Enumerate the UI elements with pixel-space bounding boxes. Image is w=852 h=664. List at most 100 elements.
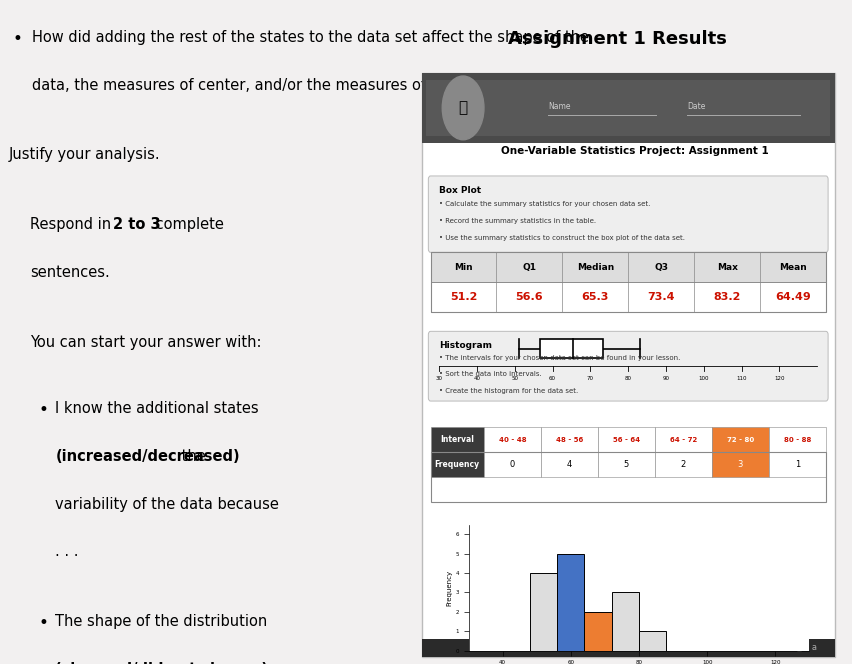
Text: 51.2: 51.2	[450, 292, 477, 302]
Text: 🖩: 🖩	[458, 100, 468, 116]
Text: How did adding the rest of the states to the data set affect the shape of the: How did adding the rest of the states to…	[32, 30, 589, 45]
Text: • Sort the data into intervals.: • Sort the data into intervals.	[440, 371, 542, 377]
Bar	[584, 612, 612, 651]
Text: . . .: . . .	[55, 544, 79, 560]
FancyBboxPatch shape	[655, 452, 712, 477]
Text: Box Plot: Box Plot	[440, 186, 481, 195]
Text: You can start your answer with:: You can start your answer with:	[30, 335, 262, 350]
FancyBboxPatch shape	[422, 73, 835, 657]
Text: 72 - 80: 72 - 80	[727, 437, 754, 443]
Text: 5: 5	[624, 460, 629, 469]
Text: Interval: Interval	[440, 435, 475, 444]
Text: Justify your analysis.: Justify your analysis.	[9, 147, 160, 163]
Text: Min: Min	[454, 263, 473, 272]
Text: Q3: Q3	[654, 263, 668, 272]
FancyBboxPatch shape	[769, 452, 826, 477]
Text: 56.6: 56.6	[515, 292, 544, 302]
Text: 3: 3	[738, 460, 743, 469]
Text: Name: Name	[548, 102, 570, 111]
Text: 40 - 48: 40 - 48	[498, 437, 527, 443]
Text: (increased/decreased): (increased/decreased)	[55, 449, 240, 464]
FancyBboxPatch shape	[541, 452, 598, 477]
Text: 80 - 88: 80 - 88	[784, 437, 811, 443]
Text: 110: 110	[736, 376, 747, 382]
Text: variability of the data because: variability of the data because	[55, 497, 279, 512]
Text: complete: complete	[152, 217, 224, 232]
FancyBboxPatch shape	[422, 73, 835, 143]
Text: Histogram: Histogram	[440, 341, 492, 351]
FancyBboxPatch shape	[712, 428, 769, 452]
Text: Essentials Algebra 1: Essentials Algebra 1	[469, 645, 540, 651]
Text: (changed/did not change): (changed/did not change)	[55, 662, 268, 664]
Text: the: the	[177, 449, 205, 464]
Y-axis label: Frequency: Frequency	[446, 570, 452, 606]
FancyBboxPatch shape	[598, 428, 655, 452]
FancyBboxPatch shape	[429, 331, 828, 401]
Bar	[639, 631, 666, 651]
Text: 1: 1	[795, 460, 800, 469]
Text: 48 - 56: 48 - 56	[556, 437, 583, 443]
Text: 80: 80	[625, 376, 631, 382]
FancyBboxPatch shape	[430, 252, 826, 282]
Text: 40: 40	[474, 376, 481, 382]
Text: Respond in: Respond in	[30, 217, 116, 232]
Text: 100: 100	[699, 376, 709, 382]
Text: 4: 4	[567, 460, 572, 469]
Text: • The intervals for your chosen data set can be found in your lesson.: • The intervals for your chosen data set…	[440, 355, 681, 361]
FancyBboxPatch shape	[422, 639, 835, 657]
Text: 0: 0	[509, 460, 515, 469]
Text: 50: 50	[511, 376, 518, 382]
Text: 56 - 64: 56 - 64	[613, 437, 640, 443]
Text: • Use the summary statistics to construct the box plot of the data set.: • Use the summary statistics to construc…	[440, 235, 685, 241]
FancyBboxPatch shape	[429, 176, 828, 252]
Text: One-Variable Statistics Project: Assignment 1: One-Variable Statistics Project: Assignm…	[501, 146, 769, 156]
Text: 2: 2	[681, 460, 686, 469]
Text: Date: Date	[687, 102, 705, 111]
FancyBboxPatch shape	[426, 80, 830, 136]
Text: Assignment 1 Results: Assignment 1 Results	[508, 30, 727, 48]
FancyBboxPatch shape	[598, 452, 655, 477]
FancyBboxPatch shape	[430, 428, 484, 452]
Text: Frequency: Frequency	[435, 460, 480, 469]
Text: • Calculate the summary statistics for your chosen data set.: • Calculate the summary statistics for y…	[440, 201, 651, 207]
Text: Mean: Mean	[779, 263, 807, 272]
Text: 🎓 c a: 🎓 c a	[797, 643, 817, 653]
Text: 2 to 3: 2 to 3	[112, 217, 160, 232]
FancyBboxPatch shape	[712, 452, 769, 477]
FancyBboxPatch shape	[484, 452, 541, 477]
FancyBboxPatch shape	[540, 339, 603, 358]
FancyBboxPatch shape	[430, 282, 826, 312]
Text: 60: 60	[550, 376, 556, 382]
Text: sentences.: sentences.	[30, 265, 110, 280]
FancyBboxPatch shape	[541, 428, 598, 452]
Text: 73.4: 73.4	[648, 292, 675, 302]
Text: The shape of the distribution: The shape of the distribution	[55, 614, 268, 629]
Text: data, the measures of center, and/or the measures of variability?: data, the measures of center, and/or the…	[32, 78, 511, 93]
Text: 30: 30	[435, 376, 443, 382]
Text: •: •	[38, 401, 49, 419]
Text: Q1: Q1	[522, 263, 537, 272]
Bar	[612, 592, 639, 651]
Bar	[557, 554, 584, 651]
FancyBboxPatch shape	[655, 428, 712, 452]
Text: •: •	[13, 30, 23, 48]
Text: 64 - 72: 64 - 72	[670, 437, 697, 443]
Text: 90: 90	[663, 376, 670, 382]
Text: • Create the histogram for the data set.: • Create the histogram for the data set.	[440, 388, 579, 394]
FancyBboxPatch shape	[484, 428, 541, 452]
Text: • Record the summary statistics in the table.: • Record the summary statistics in the t…	[440, 218, 596, 224]
Circle shape	[442, 76, 484, 139]
Text: Max: Max	[717, 263, 738, 272]
Bar	[530, 573, 557, 651]
FancyBboxPatch shape	[769, 428, 826, 452]
Text: 70: 70	[587, 376, 594, 382]
Text: 83.2: 83.2	[713, 292, 740, 302]
Text: I know the additional states: I know the additional states	[55, 401, 259, 416]
Text: 65.3: 65.3	[582, 292, 609, 302]
Text: •: •	[38, 614, 49, 632]
FancyBboxPatch shape	[430, 452, 484, 477]
Text: ,: ,	[186, 662, 190, 664]
Text: 120: 120	[774, 376, 785, 382]
Text: Median: Median	[577, 263, 614, 272]
Text: 64.49: 64.49	[775, 292, 811, 302]
